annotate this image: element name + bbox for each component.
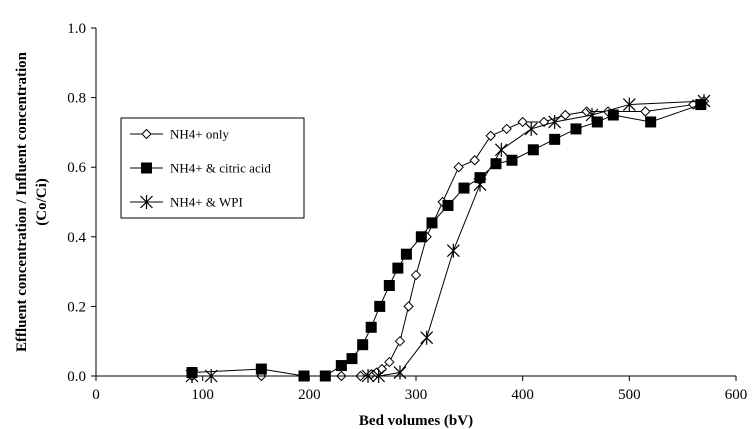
series-layer xyxy=(185,94,711,383)
data-point xyxy=(255,363,267,375)
x-tick-label: 600 xyxy=(725,387,748,403)
legend-marker xyxy=(140,195,153,209)
data-point xyxy=(383,280,395,292)
data-point xyxy=(346,353,358,365)
x-tick-label: 0 xyxy=(92,387,100,403)
data-point xyxy=(420,330,434,345)
y-tick-label: 1.0 xyxy=(67,21,86,37)
data-point xyxy=(400,248,412,260)
data-point xyxy=(585,108,599,122)
data-point xyxy=(442,199,454,211)
x-tick-label: 100 xyxy=(191,387,214,403)
data-point xyxy=(549,133,561,145)
legend: NH4+ only NH4+ & citric acid NH4+ & WPI xyxy=(120,117,305,219)
y-axis-title-line1: Effluent concentration / Influent concen… xyxy=(14,51,30,352)
data-point xyxy=(204,369,218,383)
data-point xyxy=(415,231,427,243)
data-point xyxy=(560,109,571,121)
data-point xyxy=(570,123,582,135)
data-point xyxy=(458,182,470,194)
series-line xyxy=(192,100,705,377)
data-point xyxy=(517,116,528,128)
data-point xyxy=(494,142,508,157)
data-point xyxy=(524,121,538,136)
legend-marker xyxy=(141,162,152,174)
data-point xyxy=(490,158,502,170)
legend-label: NH4+ only xyxy=(170,127,229,142)
legend-item: NH4+ & WPI xyxy=(130,195,243,210)
data-point xyxy=(501,123,512,135)
data-point xyxy=(591,116,603,128)
data-point xyxy=(410,269,422,281)
series-3 xyxy=(185,94,711,383)
data-point xyxy=(394,335,406,347)
data-point xyxy=(335,360,347,372)
data-point xyxy=(485,130,496,142)
data-point xyxy=(372,369,386,383)
y-tick-label: 0.0 xyxy=(67,369,86,385)
data-point xyxy=(393,365,407,380)
legend-marker xyxy=(141,128,152,140)
y-tick-label: 0.2 xyxy=(67,299,86,315)
data-point xyxy=(361,369,375,383)
data-point xyxy=(374,300,386,312)
data-point xyxy=(506,154,518,166)
axis-ticks: 0 100 200 300 400 500 600 0.0 0.2 0.4 0.6 0.8 1.0 xyxy=(67,21,747,403)
data-point xyxy=(645,116,657,128)
y-tick-label: 0.4 xyxy=(67,230,86,246)
y-tick-label: 0.6 xyxy=(67,160,86,176)
data-point xyxy=(473,177,487,192)
data-point xyxy=(426,217,438,229)
data-point xyxy=(392,262,404,274)
legend-item: NH4+ & citric acid xyxy=(130,161,271,176)
x-tick-label: 200 xyxy=(298,387,321,403)
data-point xyxy=(697,94,711,109)
x-axis-title: Bed volumes (bV) xyxy=(359,413,473,429)
legend-label: NH4+ & citric acid xyxy=(170,161,271,176)
data-point xyxy=(640,106,651,117)
data-point xyxy=(548,114,562,129)
legend-item: NH4+ only xyxy=(130,127,229,142)
data-point xyxy=(527,144,539,156)
legend-label: NH4+ & WPI xyxy=(170,195,243,210)
data-point xyxy=(357,339,369,351)
data-point xyxy=(185,369,199,383)
data-point xyxy=(365,321,377,333)
data-point xyxy=(607,109,619,121)
x-tick-label: 500 xyxy=(618,387,641,403)
y-tick-label: 0.8 xyxy=(67,91,86,107)
data-point xyxy=(384,356,395,368)
x-tick-label: 400 xyxy=(511,387,534,403)
data-point xyxy=(622,97,636,112)
data-point xyxy=(446,243,460,258)
data-point xyxy=(403,301,414,312)
y-axis-title-line2: (Co/Ci) xyxy=(34,178,50,226)
data-point xyxy=(581,106,592,117)
data-point xyxy=(453,161,464,173)
x-tick-label: 300 xyxy=(405,387,428,403)
data-point xyxy=(469,155,480,166)
